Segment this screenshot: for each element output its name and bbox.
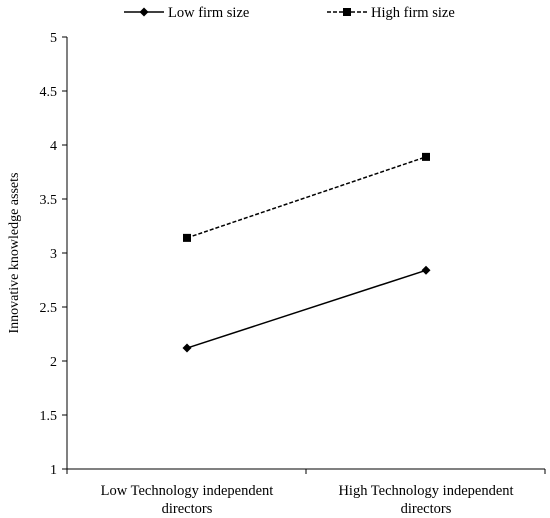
data-point [182, 343, 192, 353]
x-category-label: directors [162, 501, 213, 517]
legend-marker [139, 7, 149, 17]
legend-label: Low firm size [168, 5, 249, 21]
y-tick-label: 5 [50, 31, 57, 46]
y-tick-label: 3.5 [40, 193, 58, 208]
y-axis-title: Innovative knowledge assets [7, 173, 22, 334]
legend-marker [343, 8, 351, 16]
series-group [182, 152, 431, 353]
data-point [421, 265, 431, 275]
y-tick-label: 3 [50, 247, 57, 262]
y-tick-label: 1.5 [40, 409, 58, 424]
data-point [422, 152, 430, 161]
y-tick-label: 2.5 [40, 301, 58, 316]
x-category-label: directors [401, 501, 452, 517]
x-axis: Low Technology independent directors High … [66, 468, 546, 517]
y-tick-label: 1 [50, 463, 57, 478]
y-tick-label: 2 [50, 355, 57, 370]
x-category-label: Low Technology independent [101, 483, 274, 499]
series-line [186, 269, 427, 349]
legend: Low firm size High firm size [124, 5, 455, 21]
y-tick-label: 4 [50, 139, 57, 154]
series-line [186, 156, 427, 239]
y-tick-label: 4.5 [40, 85, 58, 100]
legend-label: High firm size [371, 5, 455, 21]
data-point [183, 233, 191, 242]
x-category-label: High Technology independent [338, 483, 513, 499]
y-axis: 1 1.5 2 2.5 3 3.5 4 4.5 5 [40, 31, 68, 478]
